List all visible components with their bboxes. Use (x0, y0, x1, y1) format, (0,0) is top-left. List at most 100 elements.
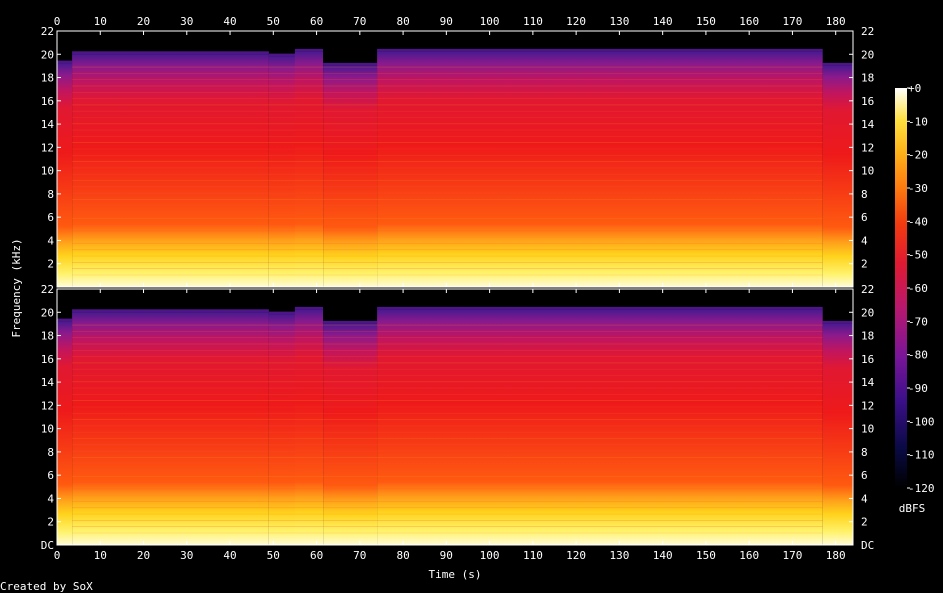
spectrum-rolloff-edge (323, 320, 378, 324)
y-tick-label-right: 14 (861, 376, 875, 389)
spectrum-rolloff-edge (822, 320, 853, 324)
spectrum-segment (269, 314, 295, 545)
x-tick-label-bottom: 10 (94, 549, 107, 562)
channel-2-spectrum (57, 306, 853, 545)
x-tick-label-bottom: 160 (739, 549, 759, 562)
spectrum-rolloff-edge (377, 306, 823, 310)
x-tick-label-top: 130 (609, 15, 629, 28)
y-tick-label-right: 22 (861, 25, 874, 38)
colorbar-tick-label: -10 (908, 115, 928, 128)
x-tick-label-top: 140 (653, 15, 673, 28)
x-tick-label-top: 120 (566, 15, 586, 28)
x-tick-label-bottom: 20 (137, 549, 150, 562)
colorbar-tick-label: -20 (908, 149, 928, 162)
spectrum-segment (377, 309, 823, 545)
spectrum-rolloff-edge (72, 51, 269, 55)
y-tick-label-left: 2 (47, 516, 54, 529)
spectrum-rolloff-edge (269, 53, 295, 57)
y-tick-label-right: 12 (861, 399, 874, 412)
axis-ticks (56, 30, 853, 546)
colorbar-tick-label: -120 (908, 482, 935, 495)
x-tick-label-top: 160 (739, 15, 759, 28)
spectrum-segment (822, 65, 853, 288)
y-tick-label-left: 10 (41, 165, 54, 178)
x-axis-label: Time (s) (429, 568, 482, 581)
x-tick-label-bottom: 60 (310, 549, 323, 562)
spectrum-rolloff-edge (72, 309, 269, 313)
y-tick-label-left: 14 (41, 376, 55, 389)
y-tick-label-right: 18 (861, 330, 874, 343)
spectrum-segment (377, 51, 823, 288)
y-tick-label-left: 22 (41, 25, 54, 38)
y-tick-label-left: 18 (41, 72, 54, 85)
y-tick-label-right: 6 (861, 211, 868, 224)
spectrum-segment (822, 323, 853, 545)
y-tick-label-left: 16 (41, 95, 54, 108)
x-tick-label-top: 110 (523, 15, 543, 28)
y-tick-label-right: 14 (861, 118, 875, 131)
colorbar-ticks: +0 -10 -20 -30 -40 -50 -60 -70 -80 -90 -100 -110 -12… (907, 82, 935, 495)
y-tick-label-left: 20 (41, 48, 54, 61)
y-tick-label-left: 8 (47, 446, 54, 459)
x-tick-label-top: 150 (696, 15, 716, 28)
spectrum-rolloff-edge (822, 62, 853, 66)
y-tick-label-right: 8 (861, 188, 868, 201)
y-tick-label-right: 22 (861, 283, 874, 296)
y-tick-label-right: 18 (861, 72, 874, 85)
spectrum-rolloff-edge (269, 311, 295, 315)
channel-1-panel (56, 30, 854, 288)
x-tick-label-top: 90 (440, 15, 453, 28)
colorbar-tick-label: +0 (908, 82, 921, 95)
spectrum-segment (323, 65, 378, 288)
y-tick-label-right: 16 (861, 95, 874, 108)
x-tick-label-bottom: 180 (826, 549, 846, 562)
y-tick-label-left: 16 (41, 353, 54, 366)
x-tick-label-bottom: 90 (440, 549, 453, 562)
colorbar-tick-label: -110 (908, 449, 935, 462)
x-tick-label-bottom: 110 (523, 549, 543, 562)
y-tick-label-left: 6 (47, 211, 54, 224)
y-tick-label-right: 6 (861, 469, 868, 482)
y-tick-label-left: 12 (41, 141, 54, 154)
channel-1-frame (56, 30, 854, 288)
x-tick-label-bottom: 150 (696, 549, 716, 562)
y-tick-label-right: 12 (861, 141, 874, 154)
channel-2-frame (56, 288, 854, 546)
y-tick-label-right: 10 (861, 423, 874, 436)
x-tick-label-top: 100 (480, 15, 500, 28)
y-tick-label-right: 10 (861, 165, 874, 178)
colorbar-tick-label: -30 (908, 182, 928, 195)
spectrum-segment (269, 56, 295, 287)
x-tick-label-bottom: 140 (653, 549, 673, 562)
spectrum-rolloff-edge (377, 48, 823, 52)
y-tick-label-left: 18 (41, 330, 54, 343)
channel-1-spectrum (57, 48, 853, 288)
spectrum-rolloff-edge (294, 48, 323, 52)
y-tick-label-left: 8 (47, 188, 54, 201)
y-tick-label-left: 2 (47, 258, 54, 271)
x-tick-label-bottom: 120 (566, 549, 586, 562)
y-tick-label-right: DC (861, 539, 874, 552)
y-tick-label-right: 4 (861, 235, 868, 248)
x-tick-label-top: 0 (54, 15, 61, 28)
y-tick-label-right: 8 (861, 446, 868, 459)
x-tick-label-bottom: 170 (782, 549, 802, 562)
spectrum-rolloff-edge (57, 318, 73, 322)
x-tick-label-bottom: 50 (267, 549, 280, 562)
colorbar-tick-label: -80 (908, 349, 928, 362)
x-tick-label-bottom: 40 (223, 549, 236, 562)
y-tick-label-right: 2 (861, 516, 868, 529)
x-tick-label-top: 50 (267, 15, 280, 28)
axis-tick-labels: 0 0 10 10 20 20 30 30 40 40 50 50 60 60 70 70 80 80 90 90 10… (41, 15, 875, 562)
colorbar-label: dBFS (899, 502, 926, 515)
colorbar-tick-label: -60 (908, 282, 928, 295)
x-tick-label-top: 40 (223, 15, 236, 28)
x-tick-label-top: 60 (310, 15, 323, 28)
y-tick-label-left: 14 (41, 118, 55, 131)
spectrum-rolloff-edge (323, 62, 378, 66)
x-tick-label-bottom: 70 (353, 549, 366, 562)
colorbar: +0 -10 -20 -30 -40 -50 -60 -70 -80 -90 -100 -110 -12… (895, 82, 935, 515)
colorbar-tick-label: -40 (908, 215, 928, 228)
sox-credit: Created by SoX (0, 580, 93, 593)
